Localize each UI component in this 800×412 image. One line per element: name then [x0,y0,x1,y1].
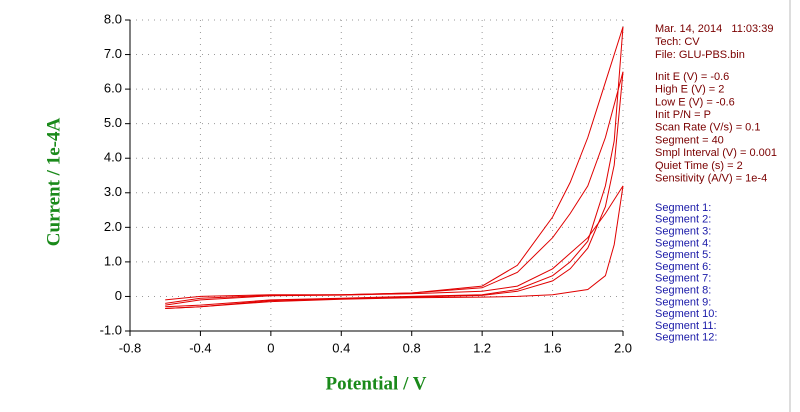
y-tick-label: 7.0 [104,46,122,61]
segment-label: Segment 3: [655,226,711,238]
cv-curve [165,71,624,309]
info-text: High E (V) = 2 [655,84,724,96]
x-tick-label: 1.6 [544,340,562,355]
segment-label: Segment 8: [655,285,711,297]
y-tick-label: 8.0 [104,11,122,26]
info-text: Init P/N = P [655,109,711,121]
cv-curve [165,185,624,306]
info-text: Low E (V) = -0.6 [655,96,735,108]
y-tick-label: 5.0 [104,115,122,130]
x-tick-label: 1.2 [473,340,491,355]
info-text: Tech: CV [655,36,700,48]
segment-label: Segment 5: [655,249,711,261]
x-tick-label: 0.4 [332,340,350,355]
segment-label: Segment 2: [655,214,711,226]
info-text: Mar. 14, 2014 11:03:39 [655,23,773,35]
y-tick-label: 0 [115,288,122,303]
x-tick-label: -0.8 [119,340,141,355]
info-text: Scan Rate (V/s) = 0.1 [655,122,760,134]
cv-curve [165,26,624,301]
segment-label: Segment 1: [655,202,711,214]
segment-label: Segment 11: [655,320,717,332]
cv-curve [165,26,624,308]
segment-label: Segment 10: [655,308,717,320]
info-text: File: GLU-PBS.bin [655,49,745,61]
segment-label: Segment 12: [655,332,717,344]
x-tick-label: 2.0 [614,340,632,355]
info-text: Quiet Time (s) = 2 [655,160,743,172]
info-text: Init E (V) = -0.6 [655,71,729,83]
y-tick-label: -1.0 [100,322,122,337]
cv-curve [165,185,624,309]
x-tick-label: -0.4 [189,340,211,355]
segment-label: Segment 9: [655,296,711,308]
segment-label: Segment 6: [655,261,711,273]
x-axis-title: Potential / V [326,373,427,394]
y-tick-label: 4.0 [104,150,122,165]
info-text: Smpl Interval (V) = 0.001 [655,147,777,159]
info-text: Sensitivity (A/V) = 1e-4 [655,173,767,185]
y-axis-title: Current / 1e-4A [43,118,64,247]
x-tick-label: 0.8 [403,340,421,355]
cv-curve [165,71,624,304]
segment-label: Segment 7: [655,273,711,285]
y-tick-label: 1.0 [104,253,122,268]
info-text: Segment = 40 [655,134,724,146]
segment-label: Segment 4: [655,237,711,249]
y-tick-label: 3.0 [104,184,122,199]
y-tick-label: 2.0 [104,219,122,234]
x-tick-label: 0 [267,340,274,355]
y-tick-label: 6.0 [104,81,122,96]
